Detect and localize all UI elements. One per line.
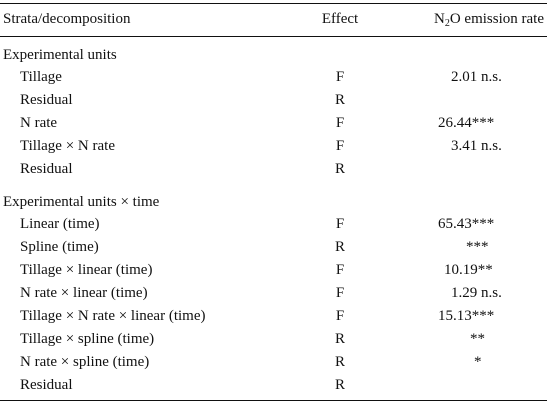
row-rate: 10.19** (444, 262, 493, 278)
table-row: N rate × linear (time) F 1.29 n.s. (0, 282, 547, 304)
row-effect: R (334, 377, 345, 393)
row-label: Residual (20, 161, 73, 177)
row-label: Tillage × spline (time) (20, 331, 155, 347)
row-effect: F (335, 115, 345, 131)
row-effect: F (335, 138, 345, 154)
row-rate: 1.29 n.s. (451, 285, 502, 301)
row-effect: F (335, 308, 345, 324)
section-title: Experimental units (3, 47, 117, 63)
table-row: N rate × spline (time) R * (0, 351, 547, 373)
header-rule (0, 36, 547, 37)
row-rate: 15.13*** (438, 308, 495, 324)
row-label: Tillage × linear (time) (20, 262, 153, 278)
row-label: Residual (20, 92, 73, 108)
table-row: Tillage × N rate F 3.41 n.s. (0, 135, 547, 157)
top-rule (0, 3, 547, 4)
row-effect: F (335, 69, 345, 85)
row-label: N rate (20, 115, 58, 131)
row-effect: R (334, 161, 345, 177)
table-row: Tillage × linear (time) F 10.19** (0, 259, 547, 281)
row-label: N rate × linear (time) (20, 285, 148, 301)
section-title-row: Experimental units × time (0, 191, 547, 213)
table-row: Tillage × spline (time) R ** (0, 328, 547, 350)
bottom-rule (0, 400, 547, 401)
row-effect: F (335, 262, 345, 278)
table-row: Residual R (0, 374, 547, 396)
table-row: Spline (time) R *** (0, 236, 547, 258)
row-rate: 65.43*** (438, 216, 495, 232)
row-rate: * (474, 354, 482, 370)
row-label: N rate × spline (time) (20, 354, 150, 370)
row-effect: R (334, 354, 345, 370)
row-label: Tillage × N rate (20, 138, 115, 154)
row-effect: F (335, 216, 345, 232)
row-label: Residual (20, 377, 73, 393)
section-title-row: Experimental units (0, 44, 547, 66)
row-label: Spline (time) (20, 239, 99, 255)
row-label: Tillage × N rate × linear (time) (20, 308, 206, 324)
row-rate: 26.44*** (438, 115, 495, 131)
row-effect: R (334, 92, 345, 108)
table-row: Residual R (0, 158, 547, 180)
section-title: Experimental units × time (3, 194, 160, 210)
table-row: Tillage × N rate × linear (time) F 15.13… (0, 305, 547, 327)
header-rate-suffix: O emission rate (449, 11, 544, 27)
table-row: Linear (time) F 65.43*** (0, 213, 547, 235)
header-rate-prefix: N (434, 11, 445, 27)
header-strata: Strata/decomposition (3, 11, 131, 27)
row-rate: 3.41 n.s. (451, 138, 502, 154)
row-label: Tillage (20, 69, 62, 85)
table-row: N rate F 26.44*** (0, 112, 547, 134)
header-effect: Effect (321, 11, 359, 27)
row-label: Linear (time) (20, 216, 100, 232)
row-rate: 2.01 n.s. (451, 69, 502, 85)
row-rate: ** (470, 331, 485, 347)
row-effect: F (335, 285, 345, 301)
header-emission-rate: N2O emission rate (400, 8, 544, 30)
header-rate-subscript: 2 (444, 18, 450, 29)
table-row: Residual R (0, 89, 547, 111)
row-effect: R (334, 239, 345, 255)
row-rate: *** (466, 239, 489, 255)
row-effect: R (334, 331, 345, 347)
table-row: Tillage F 2.01 n.s. (0, 66, 547, 88)
header-row: Strata/decomposition Effect N2O emission… (0, 8, 547, 30)
